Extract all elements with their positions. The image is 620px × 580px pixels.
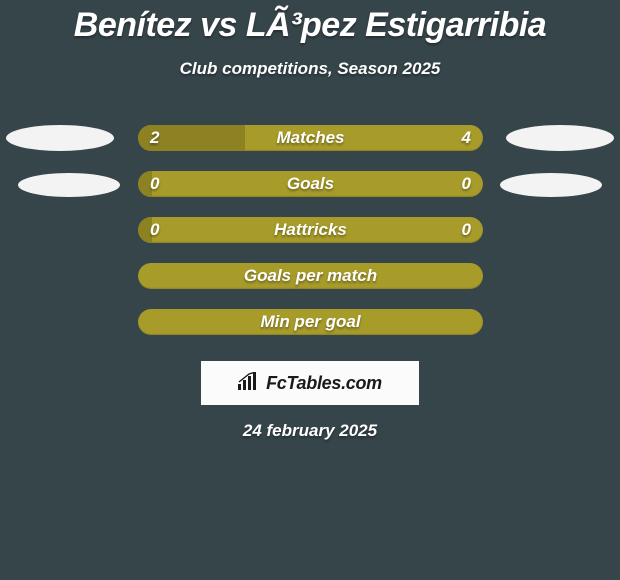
stat-row: Goals per match — [0, 257, 620, 303]
stat-bar: 00Goals — [138, 171, 483, 197]
brand-text: FcTables.com — [266, 373, 382, 394]
stat-row: 00Hattricks — [0, 211, 620, 257]
brand-badge[interactable]: FcTables.com — [201, 361, 419, 405]
page-title: Benítez vs LÃ³pez Estigarribia — [0, 6, 620, 45]
stat-row: 24Matches — [0, 119, 620, 165]
stat-label: Goals — [138, 174, 483, 194]
stat-row: Min per goal — [0, 303, 620, 349]
stat-label: Matches — [138, 128, 483, 148]
player-avatar-right — [506, 125, 614, 151]
stat-bar: 24Matches — [138, 125, 483, 151]
player-avatar-left — [18, 173, 120, 197]
stat-row: 00Goals — [0, 165, 620, 211]
stat-bar: Goals per match — [138, 263, 483, 289]
stat-label: Min per goal — [138, 312, 483, 332]
page-subtitle: Club competitions, Season 2025 — [0, 59, 620, 79]
stat-bar: Min per goal — [138, 309, 483, 335]
stat-label: Goals per match — [138, 266, 483, 286]
comparison-card: Benítez vs LÃ³pez Estigarribia Club comp… — [0, 6, 620, 441]
player-avatar-left — [6, 125, 114, 151]
stat-bar: 00Hattricks — [138, 217, 483, 243]
stat-label: Hattricks — [138, 220, 483, 240]
chart-icon — [238, 372, 260, 395]
footer-date: 24 february 2025 — [0, 421, 620, 441]
player-avatar-right — [500, 173, 602, 197]
stat-rows: 24Matches 00Goals 00Hattricks Goals per mat… — [0, 119, 620, 349]
